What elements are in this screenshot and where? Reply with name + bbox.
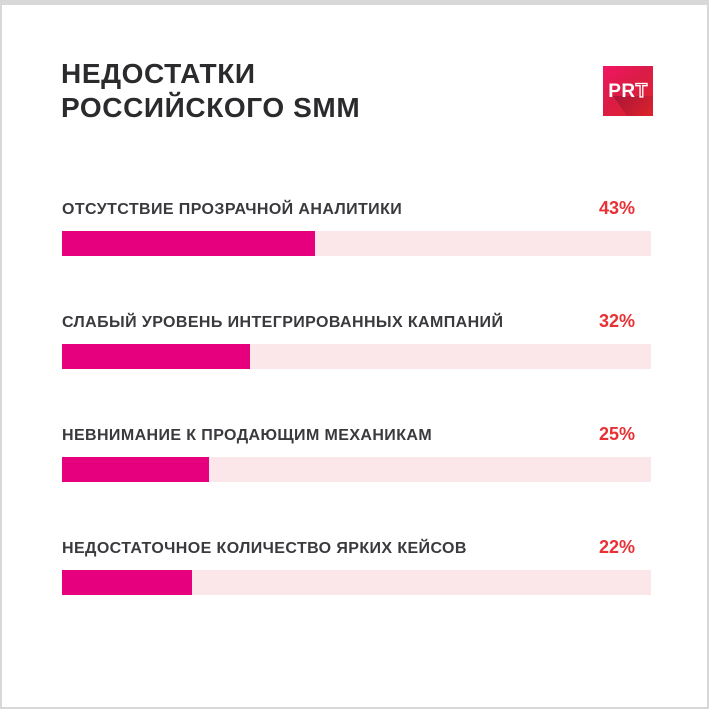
bar-fill: [62, 231, 316, 256]
page-title: НЕДОСТАТКИ РОССИЙСКОГО SMM: [61, 57, 360, 125]
bar-value: 43%: [598, 198, 635, 218]
bar-row: СЛАБЫЙ УРОВЕНЬ ИНТЕГРИРОВАННЫХ КАМПАНИЙ …: [62, 311, 651, 369]
bar-row: ОТСУТСТВИЕ ПРОЗРАЧНОЙ АНАЛИТИКИ 43%: [62, 198, 651, 256]
bar-label: СЛАБЫЙ УРОВЕНЬ ИНТЕГРИРОВАННЫХ КАМПАНИЙ: [62, 314, 504, 331]
bar-value: 32%: [598, 311, 635, 331]
bar-fill: [62, 570, 192, 595]
bar-row: НЕВНИМАНИЕ К ПРОДАЮЩИМ МЕХАНИКАМ 25%: [62, 424, 651, 482]
bar-fill: [62, 457, 210, 482]
prt-logo-text-solid: PR: [608, 80, 636, 102]
bar-track: [62, 344, 651, 369]
bar-label: НЕДОСТАТОЧНОЕ КОЛИЧЕСТВО ЯРКИХ КЕЙСОВ: [62, 540, 467, 557]
page-title-line2: РОССИЙСКОГО SMM: [61, 92, 361, 123]
prt-logo-text-outline: T: [635, 80, 648, 102]
bar-chart: ОТСУТСТВИЕ ПРОЗРАЧНОЙ АНАЛИТИКИ 43% СЛАБ…: [62, 198, 651, 650]
bar-fill: [62, 344, 251, 369]
bar-track: [62, 570, 651, 595]
bar-label: ОТСУТСТВИЕ ПРОЗРАЧНОЙ АНАЛИТИКИ: [62, 201, 403, 218]
bar-track: [62, 231, 651, 256]
prt-logo: PRT: [603, 66, 653, 116]
bar-track: [62, 457, 651, 482]
bar-row: НЕДОСТАТОЧНОЕ КОЛИЧЕСТВО ЯРКИХ КЕЙСОВ 22…: [62, 537, 651, 595]
bar-value: 22%: [598, 537, 635, 557]
bar-value: 25%: [598, 424, 635, 444]
bar-label: НЕВНИМАНИЕ К ПРОДАЮЩИМ МЕХАНИКАМ: [62, 427, 433, 444]
page-title-line1: НЕДОСТАТКИ: [61, 58, 256, 89]
prt-logo-text: PRT: [608, 80, 648, 102]
